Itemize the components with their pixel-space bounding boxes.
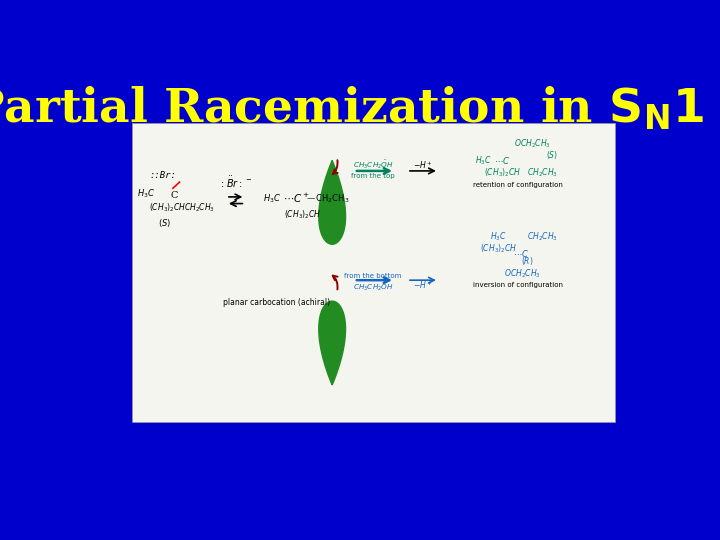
Text: $-H^+$: $-H^+$ — [413, 160, 432, 171]
Text: from the top: from the top — [351, 173, 395, 179]
Text: $(CH_3)_2CH$: $(CH_3)_2CH$ — [149, 201, 186, 214]
Text: $(CH_3)_2CH$: $(CH_3)_2CH$ — [480, 242, 518, 255]
Text: $(S)$: $(S)$ — [158, 217, 171, 230]
Text: $\cdots C$: $\cdots C$ — [494, 155, 510, 166]
Text: $CH_2CH_3$: $CH_2CH_3$ — [526, 231, 557, 243]
Text: $H_3C$: $H_3C$ — [137, 187, 155, 200]
Text: from the bottom: from the bottom — [344, 273, 402, 279]
Text: $OCH_2CH_3$: $OCH_2CH_3$ — [505, 267, 541, 280]
Text: $\mathdefault{—\,CH_2CH_3}$: $\mathdefault{—\,CH_2CH_3}$ — [305, 192, 349, 205]
Text: $(S)$: $(S)$ — [546, 149, 558, 161]
Text: $(R)$: $(R)$ — [521, 255, 534, 267]
Text: $(CH_3)_2CH$: $(CH_3)_2CH$ — [484, 166, 521, 179]
Text: $H_3C$: $H_3C$ — [474, 154, 492, 167]
Text: $-H^+$: $-H^+$ — [413, 279, 432, 291]
Text: $CH_3CH_2\ddot{O}H$: $CH_3CH_2\ddot{O}H$ — [353, 158, 394, 171]
Text: $CH_2CH_3$: $CH_2CH_3$ — [184, 201, 215, 214]
Text: retention of configuration: retention of configuration — [473, 182, 563, 188]
Text: $H_3C$: $H_3C$ — [490, 231, 507, 243]
Text: planar carbocation (achiral): planar carbocation (achiral) — [223, 298, 330, 307]
Text: $\cdots C^+$: $\cdots C^+$ — [283, 192, 310, 205]
FancyArrowPatch shape — [333, 160, 338, 174]
Text: $H_3C$: $H_3C$ — [264, 192, 282, 205]
FancyArrowPatch shape — [333, 275, 338, 289]
Polygon shape — [319, 301, 346, 385]
Polygon shape — [319, 160, 346, 244]
Text: Partial Racemization in $\mathbf{S}_\mathbf{N}$$\mathbf{1}$: Partial Racemization in $\mathbf{S}_\mat… — [0, 85, 703, 132]
Text: $\mathdefault{:}\ddot{B}r\mathdefault{:}^-$: $\mathdefault{:}\ddot{B}r\mathdefault{:}… — [219, 176, 252, 191]
Text: $CH_2CH_3$: $CH_2CH_3$ — [526, 166, 557, 179]
Text: inversion of configuration: inversion of configuration — [473, 282, 563, 288]
Text: ::Br:: ::Br: — [150, 171, 176, 180]
Text: $\mathdefault{C}$: $\mathdefault{C}$ — [170, 189, 179, 200]
Text: $\cdots C$: $\cdots C$ — [513, 248, 529, 259]
Text: $OCH_2CH_3$: $OCH_2CH_3$ — [514, 138, 551, 150]
Text: $(CH_3)_2CH$: $(CH_3)_2CH$ — [284, 208, 321, 221]
FancyBboxPatch shape — [132, 123, 615, 422]
Text: $CH_3CH_2\ddot{O}H$: $CH_3CH_2\ddot{O}H$ — [353, 280, 394, 293]
